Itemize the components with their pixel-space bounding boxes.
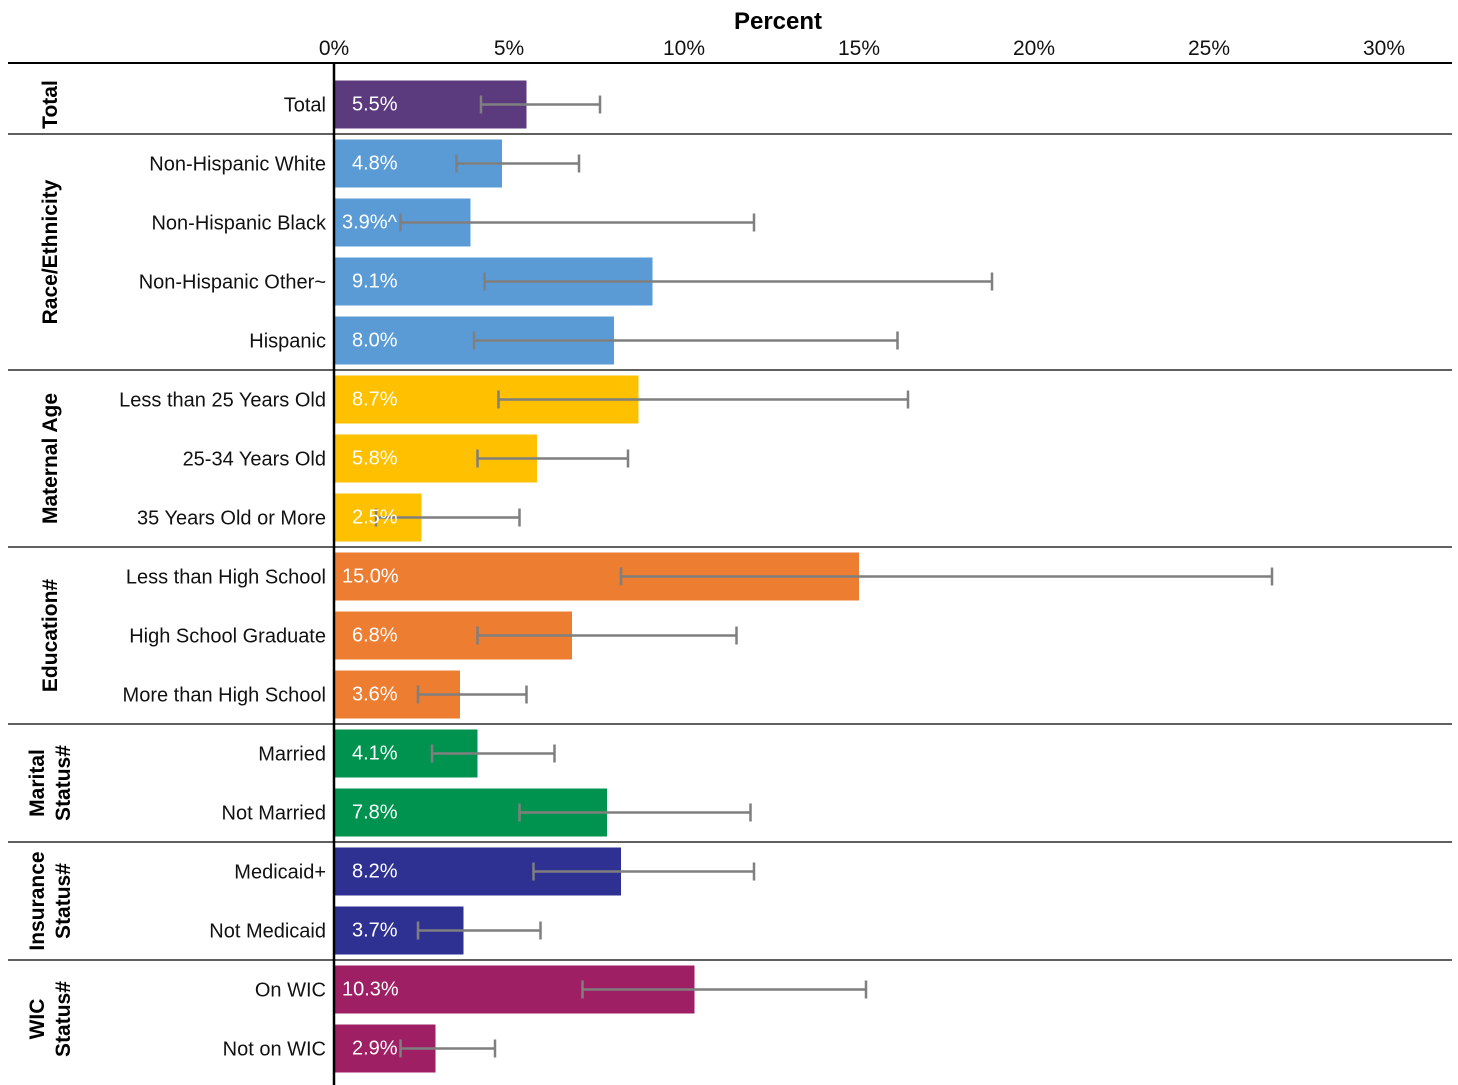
bar-value-labels: 5.5% 4.8% 3.9%^ 9.1% 8.0% 8.7% 5.8% 2.5% 15.0% 6.… bbox=[342, 94, 399, 1060]
category-label: Hispanic bbox=[249, 331, 326, 353]
group-label: Status# bbox=[52, 981, 75, 1057]
bar-value-label: 6.8% bbox=[352, 625, 398, 647]
category-label: Medicaid+ bbox=[234, 862, 326, 884]
bar-value-label: 10.3% bbox=[342, 979, 399, 1001]
x-tick-label: 20% bbox=[1013, 37, 1055, 60]
x-tick-label: 30% bbox=[1363, 37, 1405, 60]
bar-value-label: 3.9%^ bbox=[342, 212, 398, 234]
x-tick-label: 5% bbox=[494, 37, 524, 60]
category-label: 25-34 Years Old bbox=[183, 449, 326, 471]
category-label: Non-Hispanic Other~ bbox=[139, 272, 326, 294]
category-label: Less than 25 Years Old bbox=[119, 390, 326, 412]
category-label: Not on WIC bbox=[223, 1039, 326, 1061]
x-tick-label: 10% bbox=[663, 37, 705, 60]
group-label: WIC bbox=[26, 999, 49, 1040]
group-label: Marital bbox=[26, 749, 49, 817]
bar-value-label: 8.2% bbox=[352, 861, 398, 883]
group-label: Education# bbox=[39, 579, 62, 693]
category-label: Less than High School bbox=[126, 567, 326, 589]
bar-value-label: 5.8% bbox=[352, 448, 398, 470]
bar-value-label: 7.8% bbox=[352, 802, 398, 824]
bar-value-label: 2.9% bbox=[352, 1038, 398, 1060]
bar-value-label: 4.8% bbox=[352, 153, 398, 175]
bar-value-label: 9.1% bbox=[352, 271, 398, 293]
bar-value-label: 2.5% bbox=[352, 507, 398, 529]
category-label: On WIC bbox=[255, 980, 326, 1002]
group-label: Total bbox=[39, 80, 62, 129]
bar-value-label: 3.7% bbox=[352, 920, 398, 942]
category-label: Married bbox=[258, 744, 326, 766]
category-label: Not Medicaid bbox=[209, 921, 326, 943]
x-tick-label: 25% bbox=[1188, 37, 1230, 60]
category-label: Not Married bbox=[222, 803, 326, 825]
category-label: Total bbox=[284, 95, 326, 117]
bar-value-label: 15.0% bbox=[342, 566, 399, 588]
error-bars bbox=[374, 95, 1274, 1058]
category-label: Non-Hispanic Black bbox=[151, 213, 327, 235]
group-label: Status# bbox=[52, 745, 75, 821]
group-separators bbox=[8, 62, 1452, 961]
category-label: High School Graduate bbox=[129, 626, 326, 648]
x-tick-label: 0% bbox=[319, 37, 349, 60]
bar-value-label: 8.0% bbox=[352, 330, 398, 352]
group-label: Maternal Age bbox=[39, 393, 62, 524]
category-labels: Total Non-Hispanic White Non-Hispanic Blac… bbox=[119, 95, 327, 1061]
group-label: Insurance bbox=[26, 851, 49, 950]
category-label: 35 Years Old or More bbox=[137, 508, 326, 530]
bar-value-label: 3.6% bbox=[352, 684, 398, 706]
x-axis-ticks: 0% 5% 10% 15% 20% 25% 30% bbox=[319, 37, 1405, 60]
bar-value-label: 4.1% bbox=[352, 743, 398, 765]
category-label: More than High School bbox=[123, 685, 326, 707]
category-label: Non-Hispanic White bbox=[149, 154, 326, 176]
x-tick-label: 15% bbox=[838, 37, 880, 60]
x-axis-title: Percent bbox=[734, 8, 822, 35]
group-label: Race/Ethnicity bbox=[39, 179, 62, 324]
group-label: Status# bbox=[52, 863, 75, 939]
group-labels: Total Race/Ethnicity Maternal Age Education… bbox=[26, 80, 75, 1057]
bar-value-label: 8.7% bbox=[352, 389, 398, 411]
bar-value-label: 5.5% bbox=[352, 94, 398, 116]
